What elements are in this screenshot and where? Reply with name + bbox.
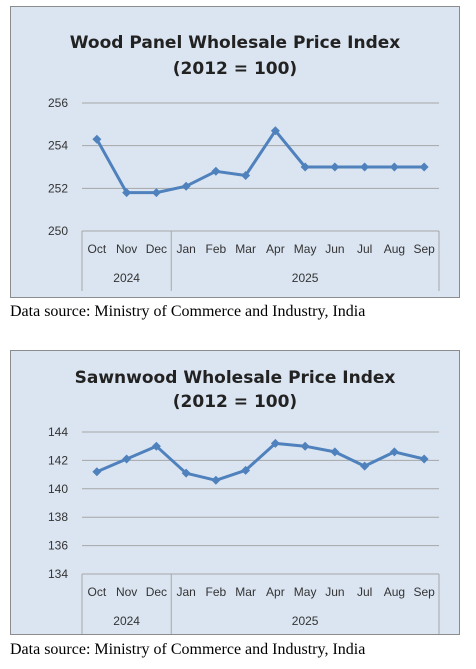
data-point <box>241 465 251 475</box>
data-point <box>389 447 399 457</box>
data-point <box>419 454 429 464</box>
wood-panel-chart: Wood Panel Wholesale Price Index (2012 =… <box>10 6 460 298</box>
x-tick-label: Apr <box>266 585 285 599</box>
data-point <box>389 162 399 172</box>
data-source-note: Data source: Ministry of Commerce and In… <box>10 303 366 320</box>
wood-panel-plot: 250 252 254 256 2024 2025 Oct Nov Dec Jan Feb Mar Ap… <box>48 96 440 291</box>
data-point <box>181 181 191 191</box>
x-tick-label: Feb <box>206 242 227 256</box>
x-tick-label: Aug <box>384 242 405 256</box>
chart-title: Wood Panel Wholesale Price Index <box>69 33 401 53</box>
x-tick-label: Oct <box>88 585 107 599</box>
x-tick-label: Jul <box>357 242 372 256</box>
y-tick-label: 256 <box>48 96 68 110</box>
sawnwood-plot: 134 136 138 140 142 144 2024 2025 Oct Nov Dec Jan Fe… <box>48 425 440 634</box>
x-tick-label: Mar <box>235 585 256 599</box>
data-point <box>151 188 161 198</box>
x-group-label: 2024 <box>113 271 140 285</box>
x-tick-label: Nov <box>116 585 137 599</box>
data-point <box>211 475 221 485</box>
x-tick-label: Jan <box>176 585 195 599</box>
sawnwood-chart: Sawnwood Wholesale Price Index (2012 = 1… <box>10 350 460 635</box>
x-tick-label: Aug <box>384 585 405 599</box>
data-point <box>360 162 370 172</box>
data-point <box>360 461 370 471</box>
x-tick-label: Sep <box>413 585 435 599</box>
data-point <box>92 467 102 477</box>
y-tick-label: 250 <box>48 224 68 238</box>
x-tick-label: Jul <box>357 585 372 599</box>
data-point <box>300 162 310 172</box>
x-group-label: 2025 <box>292 614 319 628</box>
x-tick-label: May <box>294 242 317 256</box>
y-tick-label: 134 <box>48 567 68 581</box>
x-tick-label: Jan <box>176 242 195 256</box>
data-point <box>300 441 310 451</box>
x-group-label: 2024 <box>113 614 140 628</box>
y-tick-label: 138 <box>48 510 68 524</box>
x-tick-label: Mar <box>235 242 256 256</box>
data-point <box>122 188 132 198</box>
x-tick-label: Jun <box>325 585 344 599</box>
x-tick-label: Sep <box>413 242 435 256</box>
data-point <box>122 454 132 464</box>
y-tick-label: 136 <box>48 539 68 553</box>
x-tick-label: Oct <box>88 242 107 256</box>
x-tick-label: Feb <box>206 585 227 599</box>
data-point <box>330 162 340 172</box>
chart-subtitle: (2012 = 100) <box>172 392 298 412</box>
chart-title: Sawnwood Wholesale Price Index <box>74 368 396 388</box>
x-tick-label: Dec <box>146 585 167 599</box>
y-tick-label: 254 <box>48 139 68 153</box>
data-point <box>270 126 280 136</box>
y-tick-label: 144 <box>48 425 68 439</box>
data-point <box>419 162 429 172</box>
data-point <box>92 134 102 144</box>
x-tick-label: Dec <box>146 242 167 256</box>
x-tick-label: May <box>294 585 317 599</box>
data-source-note: Data source: Ministry of Commerce and In… <box>10 641 366 658</box>
data-point <box>211 166 221 176</box>
x-tick-label: Jun <box>325 242 344 256</box>
series-line <box>96 441 425 482</box>
data-point <box>270 438 280 448</box>
data-point <box>181 468 191 478</box>
x-group-label: 2025 <box>292 271 319 285</box>
data-point <box>330 447 340 457</box>
series-line <box>95 129 425 195</box>
data-point <box>241 171 251 181</box>
chart-subtitle: (2012 = 100) <box>172 59 298 79</box>
x-tick-label: Nov <box>116 242 137 256</box>
y-tick-label: 140 <box>48 482 68 496</box>
y-tick-label: 142 <box>48 453 68 467</box>
y-tick-label: 252 <box>48 181 68 195</box>
x-tick-label: Apr <box>266 242 285 256</box>
data-point <box>151 441 161 451</box>
